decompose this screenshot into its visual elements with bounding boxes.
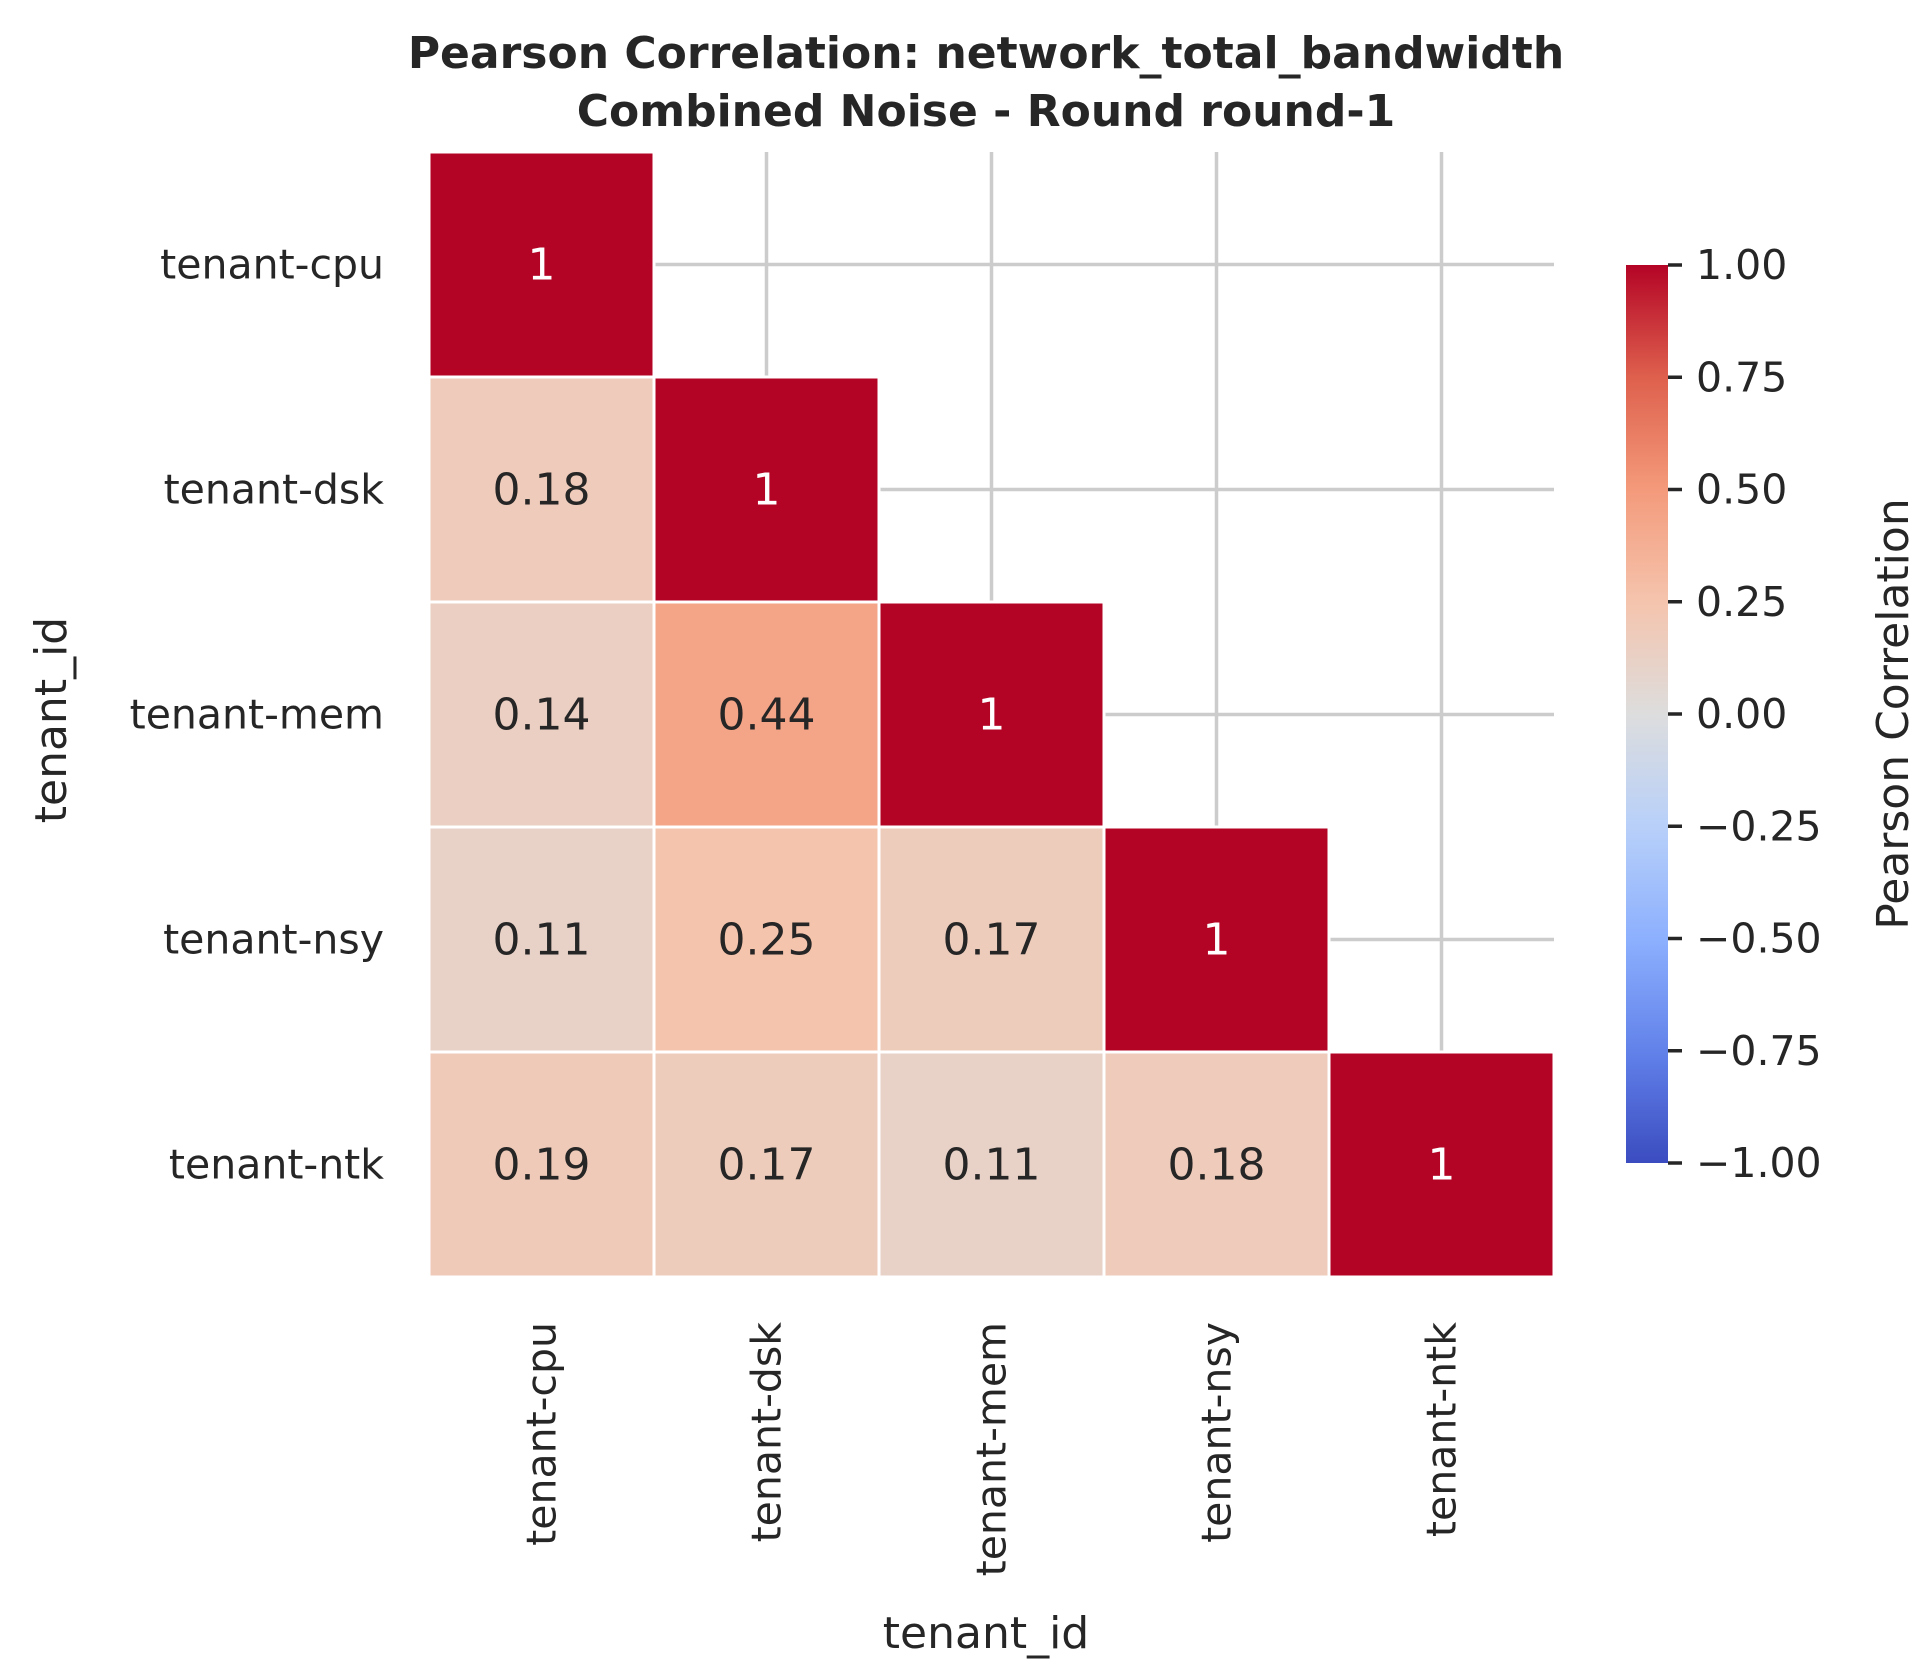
heatmap-cell xyxy=(1102,1050,1331,1279)
heatmap-cell xyxy=(652,1050,881,1279)
x-tick-label: tenant-cpu xyxy=(518,1322,566,1546)
colorbar-tick-label: 0.75 xyxy=(1696,353,1787,401)
cell-value-label: 0.11 xyxy=(493,915,591,966)
cell-value-label: 1 xyxy=(753,465,781,516)
heatmap-cell xyxy=(427,150,656,379)
heatmap-cell xyxy=(652,600,881,829)
cell-value-label: 0.17 xyxy=(718,1140,816,1191)
colorbar-tick-label: 1.00 xyxy=(1696,241,1787,289)
cell-value-label: 0.18 xyxy=(493,465,591,516)
y-tick-label: tenant-dsk xyxy=(164,466,385,514)
colorbar-label: Pearson Correlation xyxy=(1868,498,1919,929)
cell-value-label: 1 xyxy=(1428,1140,1456,1191)
cell-value-label: 1 xyxy=(1203,915,1231,966)
cell-value-label: 0.19 xyxy=(493,1140,591,1191)
colorbar-tick-label: −0.75 xyxy=(1696,1027,1822,1075)
cell-value-label: 0.18 xyxy=(1168,1140,1266,1191)
colorbar-tick-label: −0.50 xyxy=(1696,915,1822,963)
heatmap-cell xyxy=(877,600,1106,829)
heatmap-cell xyxy=(427,1050,656,1279)
y-tick-label: tenant-cpu xyxy=(160,241,384,289)
heatmap-cell xyxy=(427,825,656,1054)
x-tick-label: tenant-mem xyxy=(968,1322,1016,1576)
x-tick-label: tenant-dsk xyxy=(743,1322,791,1543)
x-axis-label: tenant_id xyxy=(883,1608,1089,1659)
chart-subtitle: Combined Noise - Round round-1 xyxy=(577,86,1396,137)
cell-value-label: 0.44 xyxy=(718,690,816,741)
y-tick-label: tenant-mem xyxy=(130,691,384,739)
chart-title: Pearson Correlation: network_total_bandw… xyxy=(408,28,1564,79)
heatmap-cells: 1 0.18 1 0.14 0.44 1 0.11 0.25 0.17 1 0.19 0.17 0.11… xyxy=(427,150,1556,1279)
x-tick-label: tenant-ntk xyxy=(1418,1322,1466,1537)
cell-value-label: 1 xyxy=(978,690,1006,741)
heatmap-cell xyxy=(877,1050,1106,1279)
cell-value-label: 0.11 xyxy=(943,1140,1041,1191)
colorbar-tick-label: −0.25 xyxy=(1696,802,1822,850)
colorbar: 1.00 0.75 0.50 0.25 0.00 −0.25 −0.50 −0.75 −1.00 xyxy=(1626,241,1822,1187)
y-tick-labels: tenant-cpu tenant-dsk tenant-mem tenant-nsy… xyxy=(130,241,385,1189)
colorbar-tick-label: 0.00 xyxy=(1696,690,1787,738)
colorbar-tick-label: −1.00 xyxy=(1696,1139,1822,1187)
heatmap-cell xyxy=(1327,1050,1556,1279)
heatmap-cell xyxy=(427,600,656,829)
y-axis-label: tenant_id xyxy=(26,617,77,823)
colorbar-gradient xyxy=(1626,265,1668,1163)
x-tick-label: tenant-nsy xyxy=(1193,1322,1241,1543)
y-tick-label: tenant-nsy xyxy=(163,916,384,964)
colorbar-tick-label: 0.25 xyxy=(1696,578,1787,626)
colorbar-tick-label: 0.50 xyxy=(1696,466,1787,514)
cell-value-label: 0.17 xyxy=(943,915,1041,966)
cell-value-label: 0.25 xyxy=(718,915,816,966)
y-tick-label: tenant-ntk xyxy=(169,1141,384,1189)
cell-value-label: 1 xyxy=(528,240,556,291)
heatmap-cell xyxy=(427,375,656,604)
x-tick-labels: tenant-cpu tenant-dsk tenant-mem tenant-nsy… xyxy=(518,1322,1466,1577)
heatmap-cell xyxy=(1102,825,1331,1054)
cell-value-label: 0.14 xyxy=(493,690,591,741)
heatmap-cell xyxy=(877,825,1106,1054)
